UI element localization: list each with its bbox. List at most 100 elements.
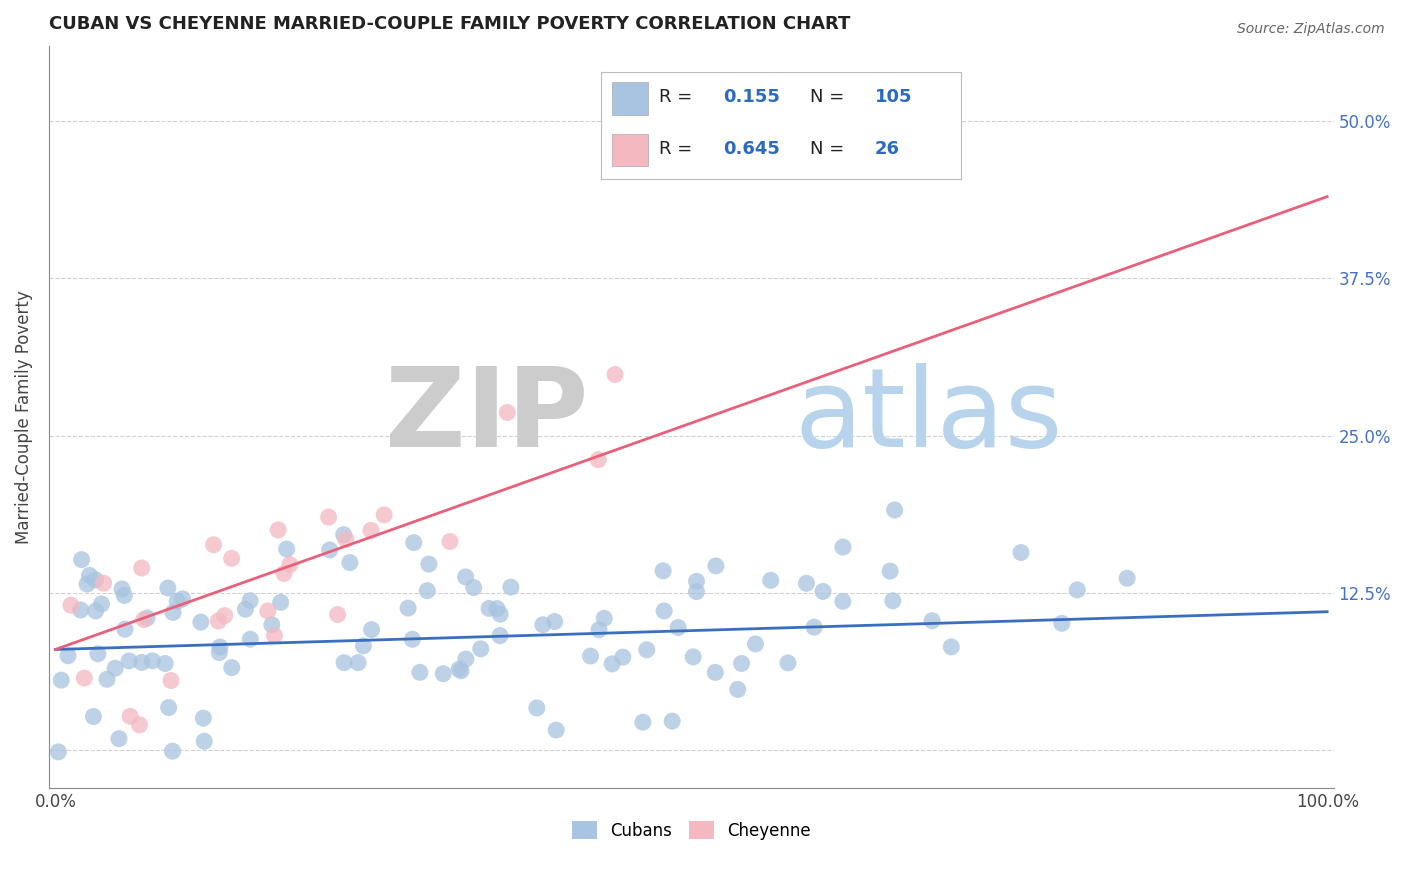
Point xyxy=(162,606,184,620)
Point xyxy=(449,662,471,676)
Point xyxy=(1066,582,1088,597)
Point xyxy=(267,523,290,537)
Point xyxy=(1050,616,1073,631)
Point xyxy=(416,583,439,598)
Text: ZIP: ZIP xyxy=(385,363,589,470)
Point xyxy=(111,582,134,596)
Point xyxy=(685,574,707,589)
Point xyxy=(727,682,749,697)
Point xyxy=(832,540,855,554)
Point xyxy=(360,623,382,637)
Point xyxy=(432,666,454,681)
Point xyxy=(76,577,98,591)
Point xyxy=(172,591,194,606)
Point xyxy=(332,527,354,541)
Point xyxy=(112,589,135,603)
Point xyxy=(546,723,568,737)
Point xyxy=(496,405,519,419)
Point xyxy=(276,541,298,556)
Point xyxy=(588,452,610,467)
Point xyxy=(156,581,179,595)
Point xyxy=(221,551,243,566)
Point xyxy=(360,524,382,538)
Point xyxy=(352,639,374,653)
Point xyxy=(193,711,215,725)
Point xyxy=(396,601,419,615)
Point xyxy=(685,584,707,599)
Text: Source: ZipAtlas.com: Source: ZipAtlas.com xyxy=(1237,22,1385,37)
Point xyxy=(499,580,522,594)
Point xyxy=(70,552,93,566)
Point xyxy=(603,368,626,382)
Point xyxy=(82,709,104,723)
Point xyxy=(104,661,127,675)
Point xyxy=(162,744,184,758)
Point xyxy=(489,629,512,643)
Point xyxy=(704,558,727,573)
Point xyxy=(666,620,689,634)
Point xyxy=(202,538,225,552)
Point xyxy=(128,718,150,732)
Point xyxy=(612,650,634,665)
Point xyxy=(193,734,215,748)
Point xyxy=(486,601,509,615)
Y-axis label: Married-Couple Family Poverty: Married-Couple Family Poverty xyxy=(15,290,32,543)
Point xyxy=(319,543,342,558)
Point xyxy=(51,673,73,687)
Point xyxy=(93,576,115,591)
Point xyxy=(278,558,301,572)
Point xyxy=(141,654,163,668)
Point xyxy=(489,607,512,622)
Point xyxy=(941,640,963,654)
Point xyxy=(69,603,91,617)
Point xyxy=(879,564,901,578)
Point xyxy=(796,576,818,591)
Point xyxy=(260,617,283,632)
Point xyxy=(84,604,107,618)
Point xyxy=(214,608,236,623)
Point xyxy=(239,593,262,607)
Point xyxy=(439,534,461,549)
Point xyxy=(335,533,357,547)
Point xyxy=(73,671,96,685)
Point xyxy=(132,613,155,627)
Point xyxy=(56,648,79,663)
Point xyxy=(401,632,423,647)
Point xyxy=(207,614,229,628)
Point xyxy=(87,647,110,661)
Point xyxy=(48,745,70,759)
Point xyxy=(631,715,654,730)
Point xyxy=(803,620,825,634)
Point xyxy=(270,595,292,609)
Point xyxy=(579,648,602,663)
Point xyxy=(153,657,176,671)
Point xyxy=(273,566,295,581)
Point xyxy=(114,622,136,636)
Point xyxy=(208,640,231,654)
Point xyxy=(166,594,188,608)
Point xyxy=(636,642,658,657)
Point xyxy=(157,700,180,714)
Text: atlas: atlas xyxy=(794,363,1063,470)
Point xyxy=(235,602,257,616)
Point xyxy=(921,614,943,628)
Point xyxy=(454,570,477,584)
Point xyxy=(543,615,565,629)
Point xyxy=(131,561,153,575)
Point xyxy=(531,617,554,632)
Point xyxy=(776,656,799,670)
Point xyxy=(1010,545,1032,559)
Point xyxy=(136,611,159,625)
Point xyxy=(450,664,472,678)
Point xyxy=(759,574,782,588)
Legend: Cubans, Cheyenne: Cubans, Cheyenne xyxy=(565,814,817,847)
Point xyxy=(108,731,131,746)
Point xyxy=(84,573,107,587)
Point xyxy=(90,597,112,611)
Point xyxy=(221,660,243,674)
Point xyxy=(118,654,141,668)
Point xyxy=(652,604,675,618)
Point xyxy=(96,672,118,686)
Point xyxy=(661,714,683,728)
Point xyxy=(652,564,675,578)
